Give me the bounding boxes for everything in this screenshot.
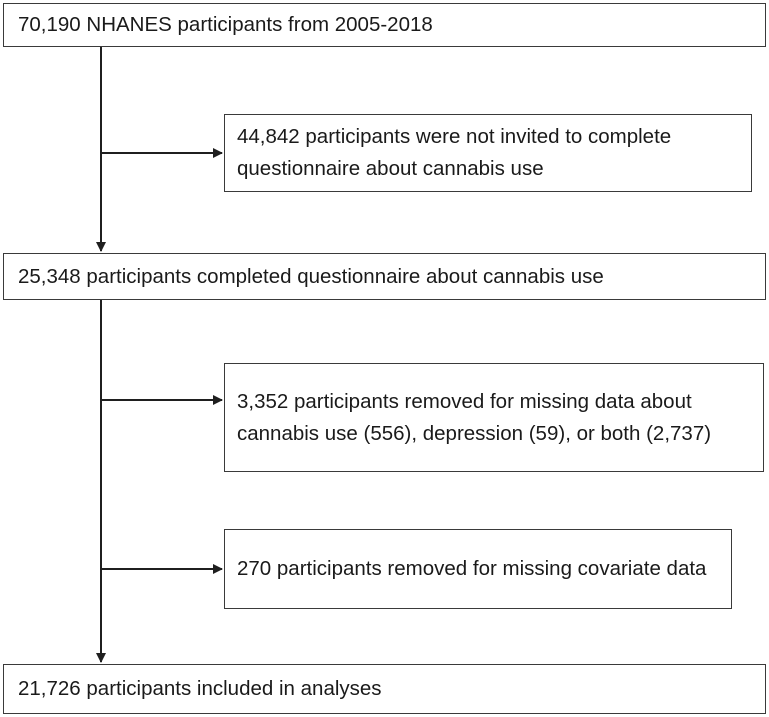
completed-questionnaire-text: 25,348 participants completed questionna… xyxy=(18,264,604,288)
exclusion-box-missing-covariate: 270 participants removed for missing cov… xyxy=(224,529,732,609)
exclusion-box-missing-data-text: 3,352 participants removed for missing d… xyxy=(237,389,712,445)
start-box-text: 70,190 NHANES participants from 2005-201… xyxy=(18,13,433,36)
exclusion-box-missing-covariate-text: 270 participants removed for missing cov… xyxy=(237,557,707,580)
final-analysis-box: 21,726 participants included in analyses xyxy=(3,664,766,714)
exclusion-box-not-invited-text: 44,842 participants were not invited to … xyxy=(237,125,672,180)
start-box: 70,190 NHANES participants from 2005-201… xyxy=(3,3,766,47)
completed-questionnaire-box: 25,348 participants completed questionna… xyxy=(3,253,766,300)
exclusion-box-missing-data: 3,352 participants removed for missing d… xyxy=(224,363,764,472)
exclusion-box-not-invited: 44,842 participants were not invited to … xyxy=(224,114,752,192)
final-analysis-text: 21,726 participants included in analyses xyxy=(18,677,382,700)
